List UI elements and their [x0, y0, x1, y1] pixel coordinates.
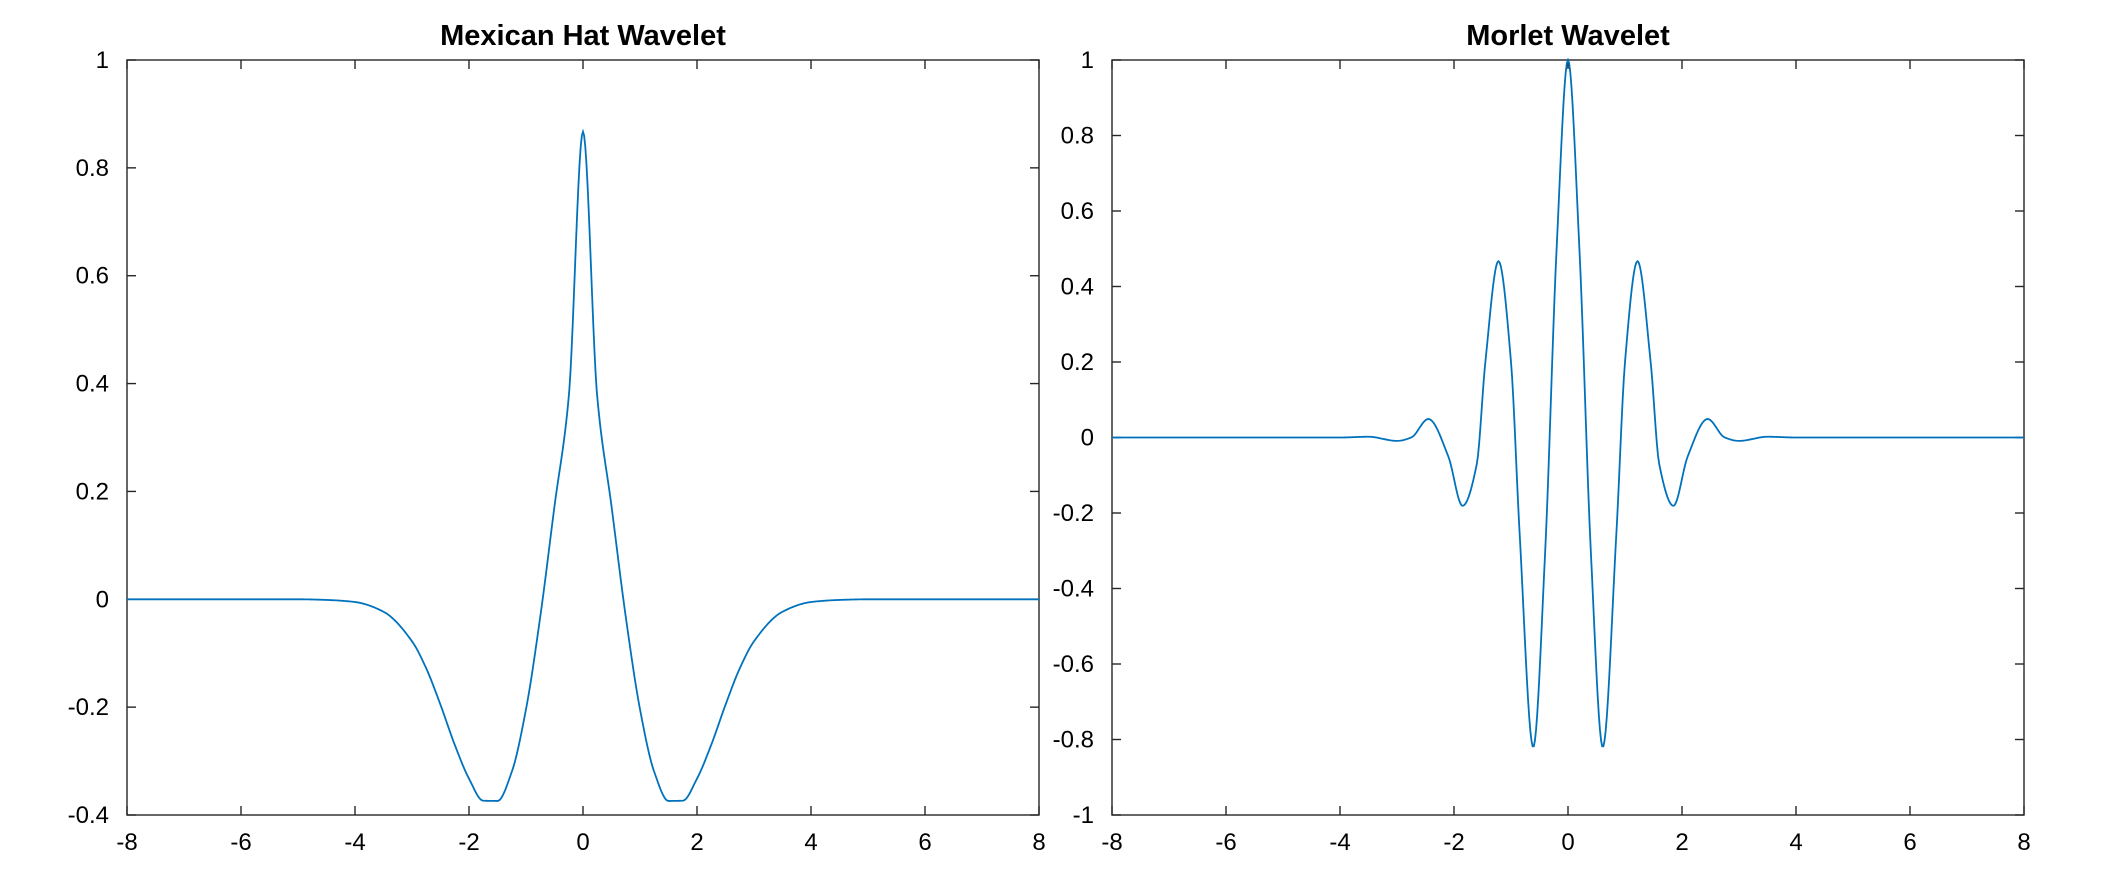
y-tick-label: 0.8	[1061, 123, 1094, 150]
y-tick-label: -0.6	[1053, 651, 1094, 678]
y-tick-label: -0.2	[68, 694, 109, 721]
x-tick-label: 2	[690, 829, 703, 856]
y-tick-label: 0	[1081, 425, 1094, 452]
y-tick-label: 0.2	[76, 478, 109, 505]
y-tick-label: 0.6	[1061, 198, 1094, 225]
x-tick-label: 4	[1789, 829, 1802, 856]
x-tick-label: 0	[1561, 829, 1574, 856]
x-tick-label: -2	[1443, 829, 1464, 856]
y-tick-label: -0.4	[1053, 576, 1094, 603]
y-tick-label: 0	[96, 586, 109, 613]
x-tick-label: 8	[2017, 829, 2030, 856]
x-tick-label: -4	[344, 829, 365, 856]
y-tick-label: -0.4	[68, 802, 109, 829]
y-tick-label: -0.8	[1053, 727, 1094, 754]
x-tick-label: -2	[458, 829, 479, 856]
x-tick-label: -6	[1215, 829, 1236, 856]
series-line-1	[127, 128, 1039, 802]
x-tick-label: -4	[1329, 829, 1350, 856]
y-tick-label: 0.4	[76, 371, 109, 398]
y-tick-label: 0.2	[1061, 349, 1094, 376]
x-tick-label: -8	[1101, 829, 1122, 856]
y-tick-label: 1	[96, 47, 109, 74]
chart-title: Morlet Wavelet	[1466, 20, 1670, 52]
x-tick-label: -8	[116, 829, 137, 856]
axes-frame	[126, 59, 1040, 816]
x-tick-label: 4	[804, 829, 817, 856]
series-line-1	[1112, 57, 2024, 748]
chart-title: Mexican Hat Wavelet	[440, 20, 726, 52]
chart-panel-2: Morlet Wavelet -8 -6 -4 -2 0 2 4 6 8 -1 -0.8 -0.6 -0.…	[1053, 20, 2031, 856]
y-tick-label: 0.8	[76, 155, 109, 182]
x-tick-label: 0	[576, 829, 589, 856]
x-tick-label: 6	[918, 829, 931, 856]
y-tick-label: 0.4	[1061, 274, 1094, 301]
chart-panel-1: Mexican Hat Wavelet -8 -6 -4 -2 0 2 4 6 8 -0.4 -0.2…	[68, 20, 1046, 856]
y-tick-label: -0.2	[1053, 500, 1094, 527]
x-tick-label: -6	[230, 829, 251, 856]
x-tick-label: 6	[1903, 829, 1916, 856]
x-tick-label: 8	[1032, 829, 1045, 856]
y-tick-label: 1	[1081, 47, 1094, 74]
x-tick-label: 2	[1675, 829, 1688, 856]
y-tick-label: -1	[1073, 802, 1094, 829]
y-tick-label: 0.6	[76, 263, 109, 290]
